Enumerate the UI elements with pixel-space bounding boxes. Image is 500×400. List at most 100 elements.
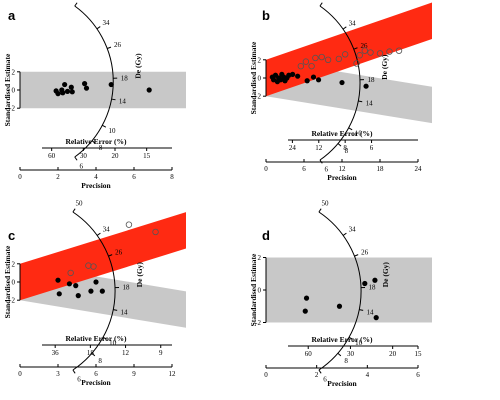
y-tick-label: 2 — [12, 68, 16, 76]
data-point-filled — [304, 78, 310, 84]
radial-tick-label: 10 — [109, 127, 117, 135]
radial-tick — [348, 127, 353, 131]
radial-tick-label: 14 — [121, 308, 129, 316]
relative-error-tick-label: 20 — [112, 152, 120, 160]
data-point-filled — [69, 89, 75, 95]
radial-tick-label: 50 — [323, 0, 331, 1]
data-point-filled — [310, 74, 317, 80]
radial-tick-label: 26 — [114, 41, 122, 49]
relative-error-tick-label: 20 — [389, 350, 397, 358]
precision-tick-label: 12 — [169, 370, 177, 378]
radial-tick — [91, 140, 96, 144]
data-point-filled — [56, 291, 62, 297]
radial-tick-label: 10 — [109, 339, 117, 347]
radial-tick-label: 18 — [367, 76, 375, 84]
data-point-filled — [93, 279, 99, 285]
radial-tick-label: 34 — [103, 19, 111, 27]
data-point-open — [152, 228, 159, 236]
precision-tick-label: 6 — [302, 165, 306, 173]
relative-error-label: Relative Error (%) — [312, 335, 373, 344]
data-point-filled — [336, 303, 343, 309]
y-tick-label: 0 — [12, 279, 16, 287]
radial-tick — [108, 254, 113, 257]
panel-letter: c — [8, 228, 15, 243]
y-tick-label: 0 — [258, 287, 262, 295]
radial-tick-label: 26 — [361, 42, 369, 50]
precision-tick-label: 6 — [416, 371, 420, 379]
y-tick-label: 2 — [258, 254, 262, 262]
radial-tick-label: 34 — [349, 19, 357, 27]
relative-error-label: Relative Error (%) — [66, 137, 127, 146]
radial-tick-label: 26 — [361, 249, 369, 257]
radial-tick — [354, 254, 359, 257]
y-tick-label: -2 — [255, 93, 261, 101]
radial-tick — [111, 98, 116, 101]
precision-tick-label: 0 — [18, 370, 22, 378]
data-point-filled — [82, 81, 88, 87]
data-point-open — [361, 47, 368, 54]
radial-tick-label: 8 — [99, 144, 103, 152]
data-point-filled — [108, 81, 114, 88]
data-point-filled — [339, 79, 345, 86]
data-point-filled — [83, 85, 90, 91]
data-point-open — [356, 52, 363, 59]
radial-tick-label: 50 — [76, 199, 84, 207]
relative-error-tick-label: 12 — [315, 144, 323, 152]
data-point-open — [395, 47, 403, 54]
y-tick-label: 0 — [258, 75, 262, 83]
data-point-open — [367, 49, 374, 56]
radial-tick — [342, 232, 347, 236]
radial-de-axis — [319, 5, 361, 161]
data-point-open — [386, 48, 393, 55]
red-band — [266, 2, 432, 97]
radial-tick — [102, 336, 107, 340]
radial-tick — [74, 156, 78, 161]
radial-tick-label: 14 — [367, 308, 375, 316]
radial-tick — [318, 369, 322, 374]
grey-band — [20, 71, 186, 109]
data-point-filled — [73, 283, 79, 289]
radial-tick — [102, 124, 107, 128]
radial-tick-label: 18 — [369, 284, 377, 292]
radial-tick — [91, 352, 96, 357]
radial-tick-label: 6 — [77, 376, 81, 384]
radial-tick-label: 10 — [355, 339, 363, 347]
data-point-filled — [64, 88, 71, 94]
precision-tick-label: 18 — [377, 165, 385, 173]
panel-letter: b — [262, 8, 270, 23]
radial-tick-label: 34 — [103, 226, 111, 234]
y-tick-label: -2 — [9, 297, 15, 305]
y-tick-label: -2 — [9, 105, 15, 113]
radial-tick — [319, 159, 323, 164]
precision-tick-label: 9 — [132, 370, 136, 378]
radial-tick — [319, 2, 323, 7]
data-point-open — [308, 62, 315, 70]
data-point-filled — [55, 277, 61, 283]
radial-tick — [96, 232, 101, 236]
relative-error-label: Relative Error (%) — [312, 129, 373, 138]
data-point-filled — [303, 295, 310, 301]
radial-tick-label: 18 — [123, 284, 131, 292]
relative-error-tick-label: 15 — [143, 152, 151, 160]
data-point-filled — [362, 280, 368, 287]
precision-tick-label: 4 — [94, 173, 98, 181]
data-point-filled — [363, 83, 369, 89]
precision-tick-label: 0 — [264, 371, 268, 379]
relative-error-tick-label: 15 — [415, 350, 423, 358]
radial-tick — [113, 309, 118, 311]
data-point-open — [125, 221, 133, 228]
y-axis-label: Standardised Estimate — [3, 245, 12, 318]
data-point-open — [312, 54, 319, 62]
radial-tick — [348, 336, 353, 340]
precision-tick-label: 24 — [415, 165, 423, 173]
precision-tick-label: 8 — [170, 173, 174, 181]
y-axis-label: Standardised Estimate — [249, 41, 258, 114]
radial-tick — [96, 26, 101, 30]
radial-tick — [74, 2, 78, 7]
radial-tick — [359, 309, 364, 311]
radial-tick — [337, 143, 342, 147]
data-point-open — [353, 60, 360, 67]
data-point-open — [335, 55, 343, 63]
relative-error-tick-label: 24 — [289, 144, 297, 152]
